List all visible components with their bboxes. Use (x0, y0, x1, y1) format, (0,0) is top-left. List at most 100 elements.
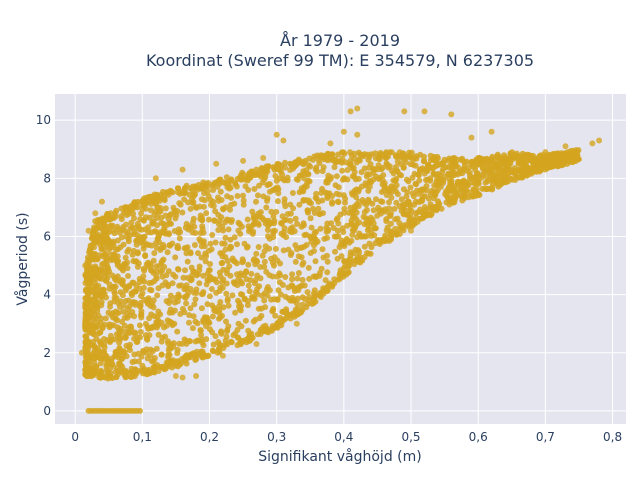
data-point (569, 147, 576, 154)
data-point (195, 181, 202, 188)
data-point (155, 231, 162, 238)
data-point (253, 250, 260, 257)
data-point (474, 192, 481, 199)
data-point (176, 235, 183, 242)
data-point (132, 299, 139, 306)
data-point (89, 230, 96, 237)
data-point (84, 356, 91, 363)
data-point (119, 352, 126, 359)
data-point (167, 292, 174, 299)
data-point (273, 131, 280, 138)
data-point (146, 194, 153, 200)
data-point (129, 279, 136, 286)
data-point (449, 156, 456, 163)
data-point (212, 208, 219, 215)
data-point (93, 269, 100, 276)
data-point (379, 198, 386, 205)
data-point (272, 312, 279, 319)
data-point (400, 164, 407, 171)
data-point (103, 255, 110, 262)
data-point (260, 155, 267, 161)
data-point (227, 243, 234, 250)
data-point (194, 320, 201, 327)
data-point (403, 176, 410, 183)
data-point (375, 166, 381, 173)
data-point (388, 149, 395, 156)
data-point (137, 407, 143, 414)
data-point (348, 217, 355, 224)
data-point (268, 296, 275, 303)
data-point (203, 281, 210, 288)
data-point (114, 223, 121, 230)
data-point (231, 234, 238, 241)
data-point (172, 373, 179, 379)
data-point (122, 298, 129, 304)
data-point (229, 292, 236, 299)
data-point (368, 232, 375, 239)
data-point (175, 363, 181, 370)
data-point (294, 310, 301, 317)
data-point (200, 351, 207, 358)
data-point (528, 152, 535, 159)
data-point (183, 300, 190, 307)
data-point (376, 207, 383, 214)
data-point (207, 240, 214, 247)
data-point (218, 214, 225, 221)
data-point (246, 288, 253, 295)
data-point (182, 267, 188, 274)
data-point (261, 297, 268, 304)
data-point (376, 156, 383, 163)
data-point (142, 253, 149, 260)
data-point (126, 329, 133, 336)
data-point (289, 271, 296, 278)
data-point (292, 215, 299, 222)
data-point (445, 170, 452, 177)
data-point (376, 239, 383, 246)
data-point (124, 259, 131, 266)
data-point (259, 214, 266, 221)
data-point (366, 183, 373, 190)
data-point (234, 176, 241, 182)
data-point (146, 315, 153, 322)
data-point (87, 270, 94, 277)
data-point (145, 259, 152, 266)
data-point (240, 258, 247, 265)
data-point (112, 316, 119, 322)
data-point (542, 149, 549, 156)
data-point (313, 228, 320, 235)
data-point (361, 209, 368, 216)
y-tick-label: 6 (43, 229, 51, 243)
data-point (261, 290, 268, 297)
data-point (190, 313, 197, 320)
data-point (295, 287, 302, 294)
data-point (412, 198, 419, 205)
data-point (181, 186, 188, 192)
data-point (293, 176, 300, 183)
data-point (197, 212, 204, 219)
data-point (431, 182, 438, 189)
data-point (125, 246, 132, 253)
data-point (307, 163, 314, 170)
data-point (300, 197, 307, 204)
data-point (206, 326, 213, 333)
data-point (169, 320, 176, 327)
x-tick-label: 0,4 (334, 430, 353, 444)
data-point (287, 201, 294, 208)
data-point (238, 323, 245, 330)
data-point (96, 349, 103, 355)
data-point (312, 258, 319, 265)
data-point (495, 153, 501, 160)
data-point (130, 289, 137, 296)
data-point (341, 258, 348, 264)
data-point (452, 162, 458, 168)
data-point (126, 312, 133, 319)
data-point (392, 178, 398, 184)
data-point (254, 258, 261, 265)
data-point (248, 270, 255, 277)
data-point (93, 284, 100, 291)
data-point (82, 288, 89, 294)
data-point (91, 347, 98, 354)
data-point (317, 294, 324, 300)
data-point (421, 204, 428, 210)
data-point (133, 339, 140, 345)
